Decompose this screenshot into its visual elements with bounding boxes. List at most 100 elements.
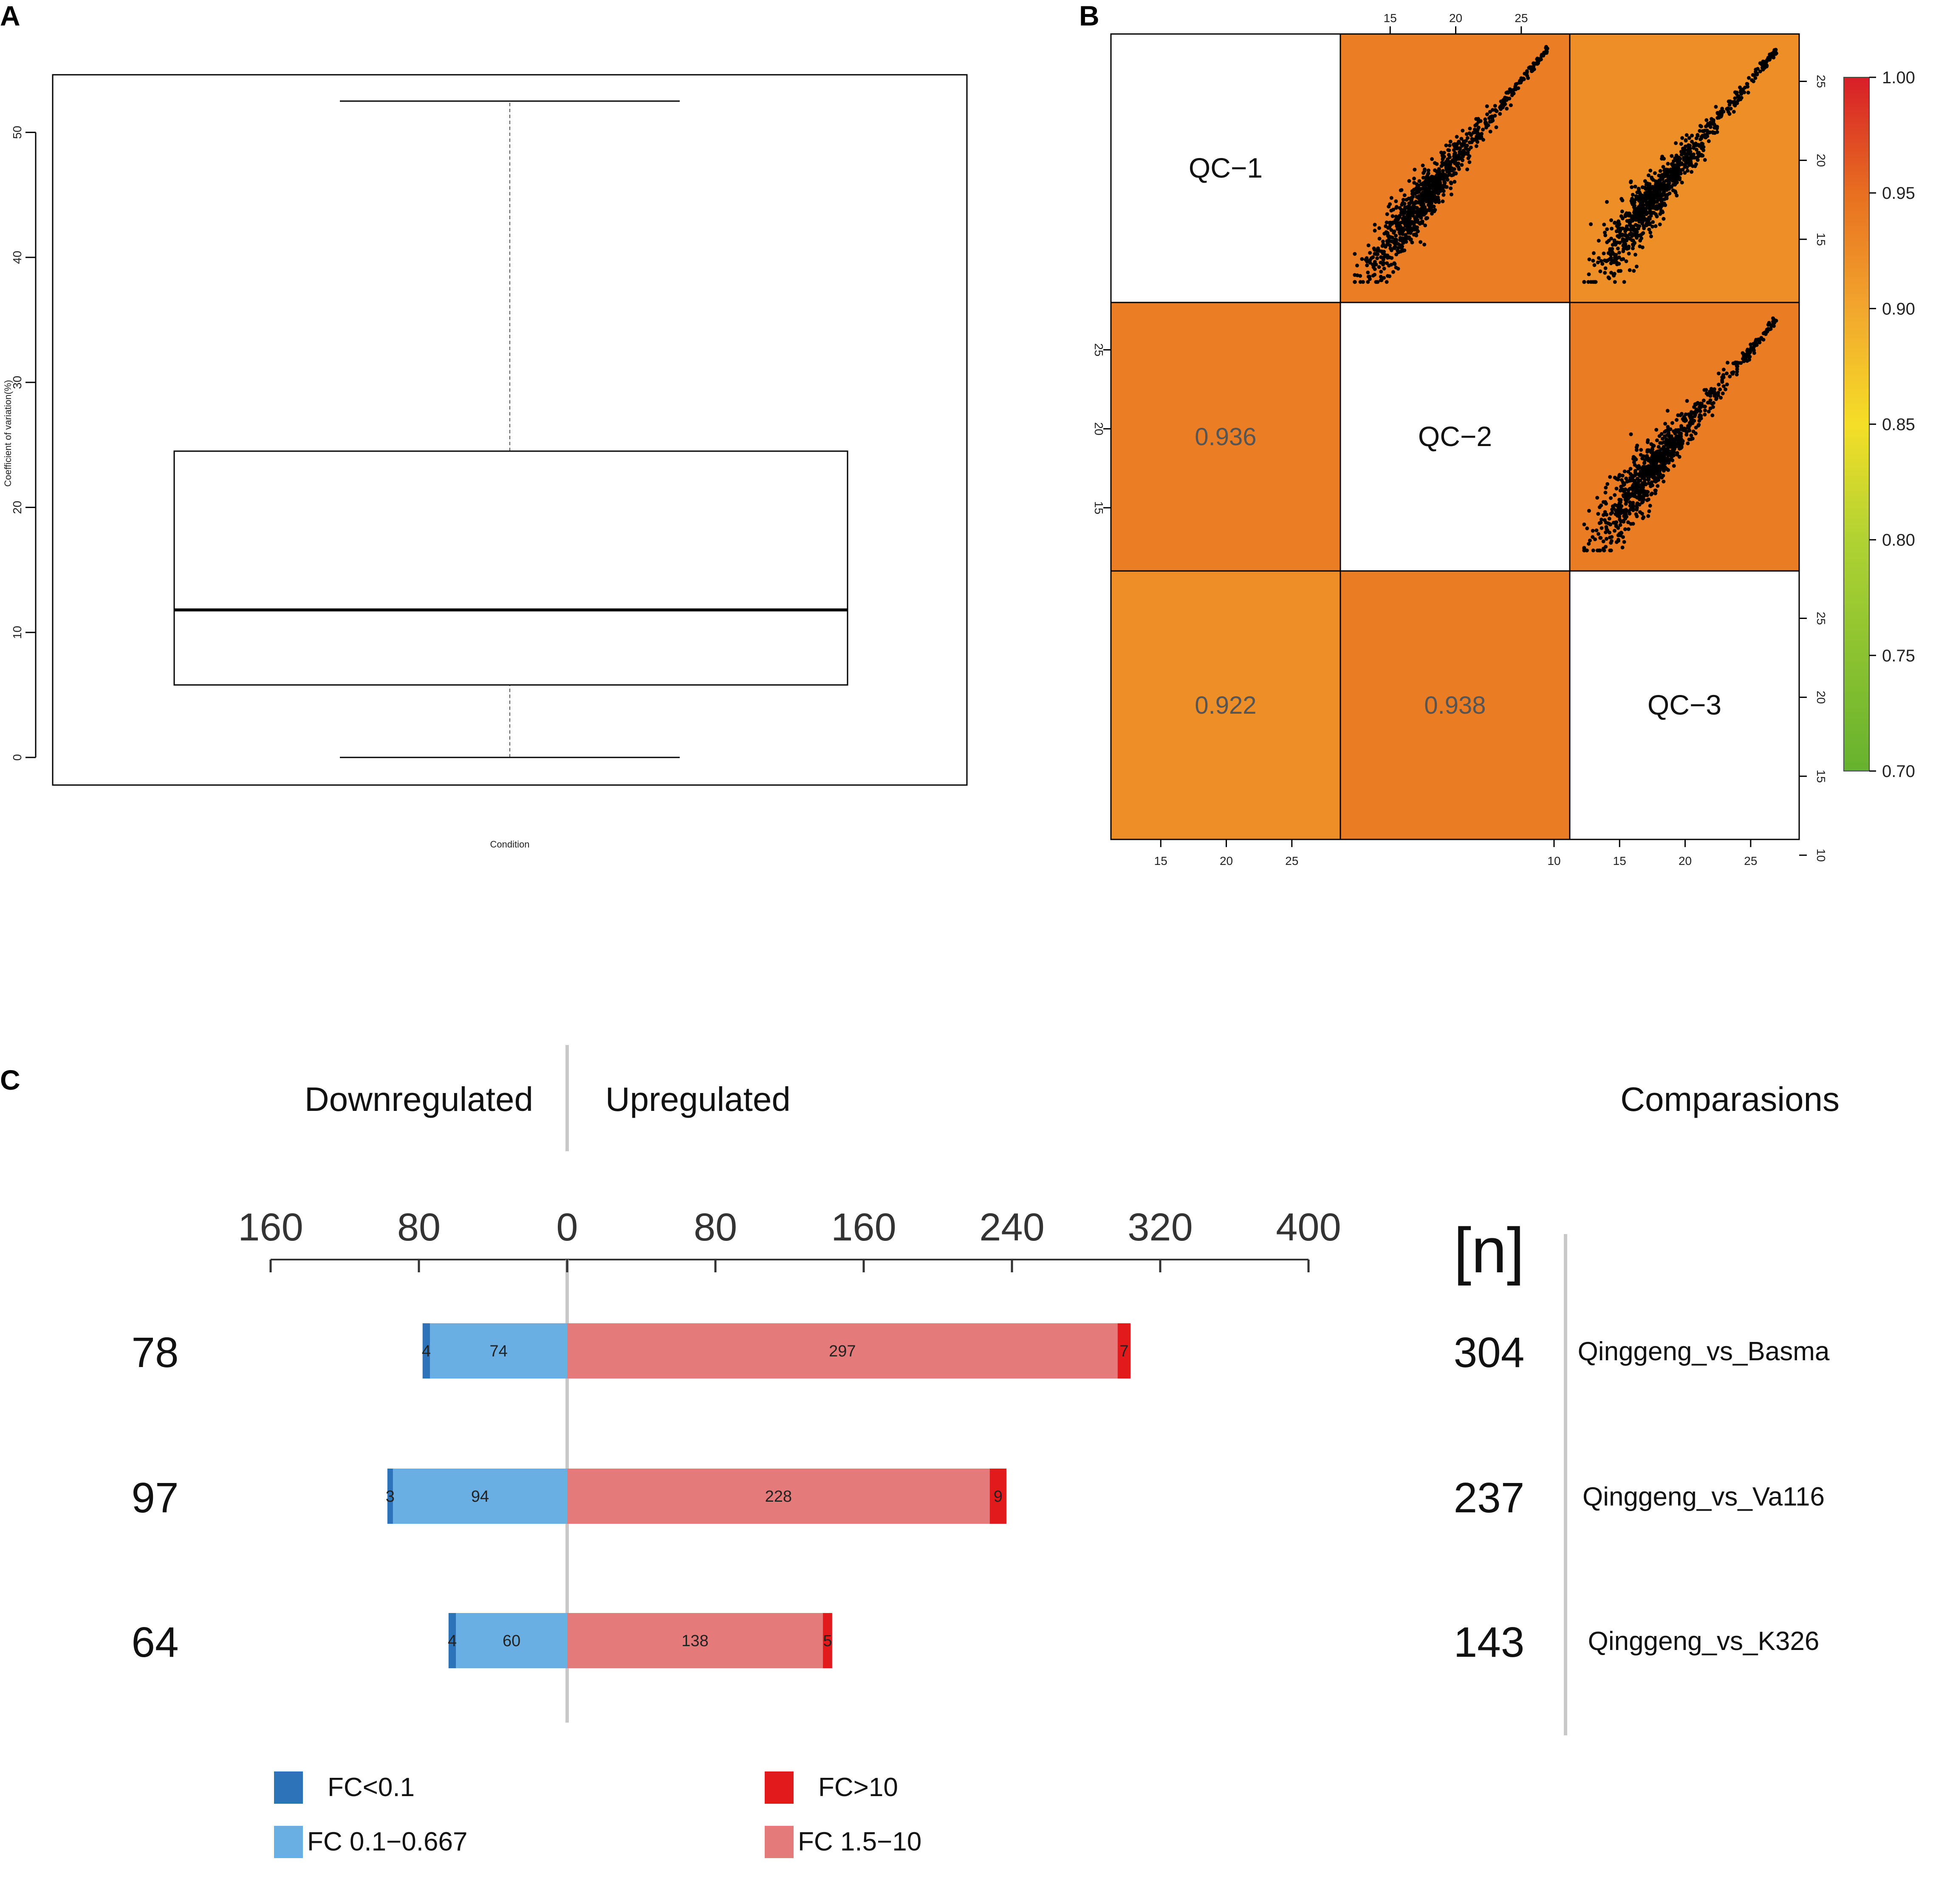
up-total: 237	[1454, 1474, 1525, 1522]
colorbar-tick-label: 1.00	[1882, 68, 1915, 87]
axis-tick-label-c: 160	[238, 1206, 303, 1249]
correlation-cell	[1569, 302, 1800, 572]
correlation-cell	[1110, 570, 1341, 840]
down-total: 78	[131, 1329, 178, 1376]
tick-label: 15	[1154, 854, 1167, 867]
tick-label: 10	[1814, 849, 1828, 862]
sample-label: QC−1	[1189, 152, 1263, 184]
tick-label: 15	[1092, 501, 1105, 514]
tick-label: 25	[1092, 343, 1105, 356]
axis-tick-label-c: 160	[831, 1206, 896, 1249]
colorbar-tick-label: 0.90	[1882, 299, 1915, 318]
correlation-value: 0.938	[1424, 692, 1486, 719]
bar-label: 3	[386, 1488, 395, 1506]
colorbar: 0.70 0.75 0.80 0.85 0.90 0.95 1.00	[1843, 68, 1915, 781]
bar-down-strong	[422, 1323, 430, 1379]
tick-label: 15	[1814, 233, 1828, 246]
sample-label: QC−3	[1648, 689, 1721, 720]
y-axis-title-a: Coefficient of variation(%)	[3, 380, 13, 487]
boxplot	[173, 100, 848, 758]
legend: FC<0.1 FC>10 FC 0.1−0.667 FC 1.5−10	[274, 1771, 921, 1858]
bar-up-moderate	[567, 1613, 823, 1668]
diagonal-cell	[1569, 570, 1800, 840]
n-label: [n]	[1454, 1215, 1525, 1286]
bar-label: 9	[994, 1488, 1003, 1506]
colorbar-tick-label: 0.85	[1882, 415, 1915, 434]
bar-up-moderate	[567, 1469, 990, 1524]
tick-label: 25	[1515, 11, 1528, 25]
legend-label: FC 1.5−10	[798, 1827, 921, 1856]
panel-b: B QC−1 0.936 QC−2 0.922 0.938 QC−3 15 20 25 15 20…	[1079, 0, 1915, 867]
up-total: 143	[1454, 1619, 1525, 1666]
tick-label: 20	[1092, 422, 1105, 435]
bar-label: 74	[489, 1342, 507, 1360]
bar-row: 60 4 138 5 64 143 Qinggeng_vs_K326	[131, 1613, 1819, 1668]
bar-label: 94	[471, 1488, 489, 1506]
axis-tick-label-c: 80	[397, 1206, 441, 1249]
bar-label: 7	[1119, 1342, 1128, 1360]
bar-label: 60	[503, 1632, 520, 1650]
legend-swatch	[274, 1771, 303, 1804]
axis-tick-label-c: 0	[556, 1206, 578, 1249]
y-tick-label-a: 10	[11, 626, 24, 639]
axis-tick-label-c: 400	[1276, 1206, 1341, 1249]
tick-label: 20	[1220, 854, 1233, 867]
colorbar-fill	[1843, 77, 1870, 771]
legend-label: FC 0.1−0.667	[307, 1827, 467, 1856]
tick-label: 15	[1814, 770, 1828, 783]
y-tick-label-a: 40	[11, 251, 24, 264]
bar-down-moderate	[430, 1323, 567, 1379]
bar-down-strong	[387, 1469, 393, 1524]
header-upregulated: Upregulated	[605, 1080, 791, 1118]
tick-label: 25	[1814, 612, 1828, 625]
sample-label: QC−2	[1418, 421, 1492, 452]
bar-label: 4	[448, 1632, 457, 1650]
correlation-matrix: QC−1 0.936 QC−2 0.922 0.938 QC−3	[1110, 33, 1800, 840]
tick-label: 25	[1814, 75, 1828, 88]
scatter-points	[1582, 48, 1778, 284]
bar-label: 4	[422, 1342, 431, 1360]
panel-c: C Downregulated Upregulated Comparasions…	[0, 1045, 1840, 1858]
bar-label: 138	[681, 1632, 708, 1650]
colorbar-tick-label: 0.75	[1882, 647, 1915, 665]
bar-up-strong	[1117, 1323, 1131, 1379]
comparison-name: Qinggeng_vs_Basma	[1578, 1337, 1830, 1366]
tick-label: 20	[1449, 11, 1462, 25]
panel-label-a: A	[0, 0, 20, 31]
bar-up-moderate	[567, 1323, 1118, 1379]
correlation-value: 0.936	[1195, 423, 1256, 451]
bar-down-moderate	[393, 1469, 567, 1524]
down-total: 97	[131, 1474, 178, 1522]
axis-tick-label-c: 240	[979, 1206, 1045, 1249]
bar-down-strong	[448, 1613, 456, 1668]
diverging-axis: 160 80 0 80 160 240 320 400	[238, 1206, 1341, 1723]
scatter-points	[1582, 316, 1778, 553]
up-total: 304	[1454, 1329, 1525, 1376]
comparison-name: Qinggeng_vs_K326	[1588, 1627, 1820, 1656]
bar-up-strong	[823, 1613, 832, 1668]
bar-up-strong	[989, 1469, 1006, 1524]
legend-swatch	[765, 1826, 794, 1858]
y-tick-label-a: 0	[11, 754, 24, 761]
tick-label: 20	[1814, 154, 1828, 167]
correlation-cell	[1110, 302, 1341, 572]
tick-label: 15	[1613, 854, 1626, 867]
bar-label: 5	[823, 1632, 832, 1650]
comparison-name: Qinggeng_vs_Va116	[1583, 1482, 1825, 1511]
bar-label: 297	[829, 1342, 856, 1360]
y-axis-a: 0 10 20 30 40 50	[11, 126, 37, 761]
tick-label: 20	[1814, 691, 1828, 704]
y-tick-label-a: 20	[11, 501, 24, 514]
bar-rows: 74 4 297 7 78 304 Qinggeng_vs_Basma 94 3 228 9 97 23…	[131, 1323, 1830, 1668]
panel-label-c: C	[0, 1064, 20, 1096]
legend-label: FC<0.1	[328, 1773, 415, 1802]
header-comparisons: Comparasions	[1620, 1080, 1840, 1118]
y-tick-label-a: 30	[11, 376, 24, 389]
tick-label: 25	[1285, 854, 1298, 867]
bar-down-moderate	[456, 1613, 567, 1668]
panel-a: A 0 10 20 30 40 50 Condition Coefficient of v…	[0, 0, 968, 850]
down-total: 64	[131, 1619, 178, 1666]
tick-label: 10	[1547, 854, 1560, 867]
colorbar-tick-label: 0.95	[1882, 184, 1915, 203]
axis-tick-label-c: 80	[694, 1206, 737, 1249]
